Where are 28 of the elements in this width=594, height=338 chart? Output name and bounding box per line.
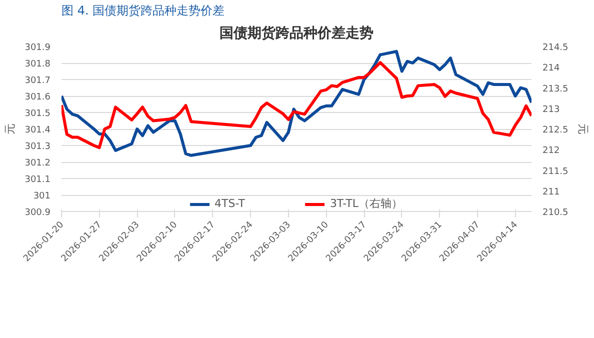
y-tick-label: 301.8 bbox=[24, 60, 51, 70]
y-tick-label: 301.9 bbox=[24, 43, 51, 53]
y2-tick-label: 214 bbox=[542, 64, 560, 74]
line-series bbox=[62, 50, 532, 157]
y-axis-title: 元 bbox=[4, 124, 17, 134]
y2-tick-label: 214.5 bbox=[542, 43, 568, 53]
y2-tick-label: 212 bbox=[542, 146, 560, 156]
legend-label: 3T-TL（右轴） bbox=[330, 196, 402, 211]
y-tick-label: 301 bbox=[33, 192, 51, 202]
y2-tick-label: 211 bbox=[542, 187, 560, 198]
caption: 图 4. 国债期货跨品种走势价差 bbox=[62, 4, 225, 18]
y-tick-label: 301.7 bbox=[24, 76, 50, 86]
y2-tick-label: 213.5 bbox=[542, 84, 568, 94]
y2-tick-label: 210.5 bbox=[542, 208, 568, 218]
y-tick-label: 301.6 bbox=[24, 92, 51, 102]
y2-axis-title: 元 bbox=[576, 124, 590, 134]
y2-tick-label: 212.5 bbox=[542, 126, 568, 136]
y2-tick-label: 213 bbox=[542, 104, 560, 115]
y-tick-label: 300.9 bbox=[24, 208, 51, 218]
chart-title: 国债期货跨品种价差走势 bbox=[220, 26, 374, 42]
line-series bbox=[62, 61, 532, 150]
y-tick-label: 301.5 bbox=[24, 109, 50, 119]
legend-label: 4TS-T bbox=[214, 197, 245, 210]
y2-tick-label: 211.5 bbox=[542, 166, 568, 177]
y-tick-label: 301.4 bbox=[24, 126, 51, 136]
y-tick-label: 301.1 bbox=[24, 175, 50, 185]
y-tick-label: 301.3 bbox=[24, 142, 50, 152]
y-tick-label: 301.2 bbox=[24, 158, 50, 168]
